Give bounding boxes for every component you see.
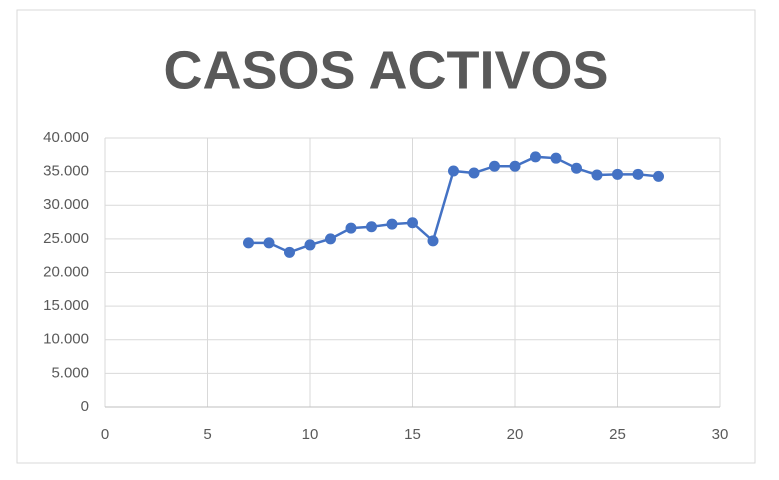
y-tick-label: 20.000 [43, 263, 89, 280]
data-point [489, 160, 500, 172]
x-tick-label: 10 [302, 426, 319, 443]
data-point [366, 221, 377, 233]
data-point [530, 151, 541, 163]
data-point [448, 165, 459, 177]
x-tick-label: 20 [507, 426, 524, 443]
data-point [571, 162, 582, 174]
data-point [550, 152, 562, 164]
x-tick-label: 0 [101, 426, 109, 443]
data-point [284, 246, 295, 258]
y-tick-label: 10.000 [43, 331, 89, 348]
x-tick-label: 30 [712, 426, 729, 443]
y-tick-label: 35.000 [43, 163, 89, 180]
data-point [345, 222, 357, 234]
data-point [243, 237, 254, 249]
data-point [591, 169, 603, 181]
data-point [632, 168, 644, 180]
data-point [509, 160, 521, 172]
data-point [325, 233, 336, 245]
data-point [304, 239, 316, 251]
data-point [427, 235, 439, 247]
data-point [653, 170, 664, 182]
y-tick-label: 0 [81, 398, 89, 415]
chart-frame [16, 9, 756, 464]
data-point [407, 217, 418, 229]
x-tick-label: 15 [404, 426, 421, 443]
y-tick-label: 30.000 [43, 196, 89, 213]
y-tick-label: 5.000 [51, 364, 89, 381]
y-tick-label: 40.000 [43, 129, 89, 146]
data-point [263, 237, 275, 249]
y-tick-label: 15.000 [43, 297, 89, 314]
chart-title: CASOS ACTIVOS [163, 40, 608, 100]
y-tick-label: 25.000 [43, 230, 89, 247]
data-point [612, 168, 623, 180]
data-point [468, 167, 480, 179]
x-tick-label: 5 [203, 426, 211, 443]
x-tick-label: 25 [609, 426, 626, 443]
data-point [386, 218, 398, 230]
